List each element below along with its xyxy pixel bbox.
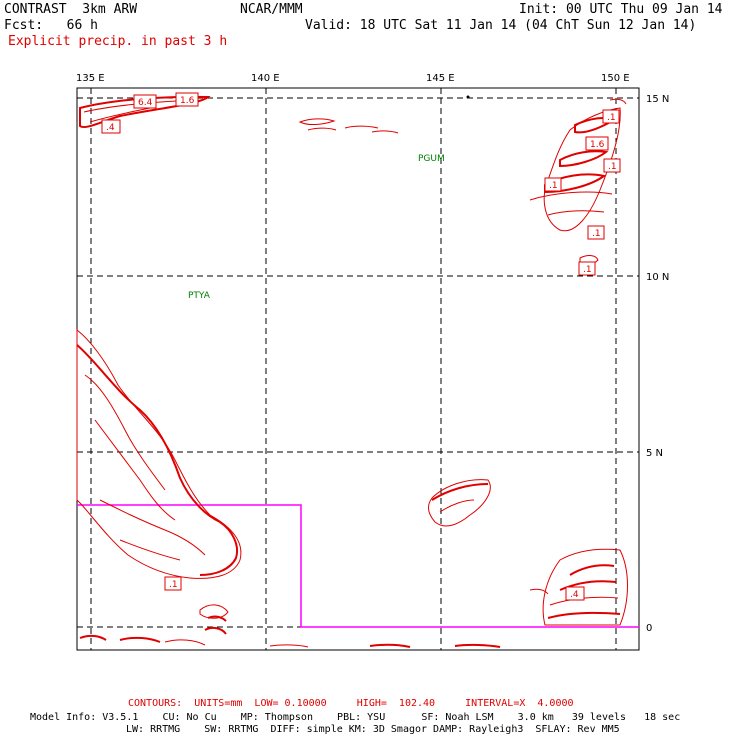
lat-label-15: 15 N <box>646 94 669 105</box>
lon-label-135: 135 E <box>76 73 105 84</box>
contour-label: .1 <box>603 158 621 173</box>
valid-time: Valid: 18 UTC Sat 11 Jan 14 (04 ChT Sun … <box>305 18 697 33</box>
station-ptya: PTYA <box>188 291 211 301</box>
svg-text:.1: .1 <box>169 580 178 590</box>
contour-label: .4 <box>565 586 585 601</box>
lat-label-10: 10 N <box>646 272 669 283</box>
domain-boundary <box>77 504 639 628</box>
svg-text:.1: .1 <box>592 229 601 239</box>
lat-label-0: 0 <box>646 623 652 634</box>
model-info-line-1: Model Info: V3.5.1 CU: No Cu MP: Thompso… <box>30 712 681 723</box>
lon-label-145: 145 E <box>426 73 455 84</box>
svg-text:.1: .1 <box>607 113 616 123</box>
contour-label: .1 <box>587 225 605 240</box>
station-pgum: PGUM <box>418 154 445 164</box>
contour-label: .1 <box>544 177 562 192</box>
svg-text:.4: .4 <box>570 590 579 600</box>
svg-text:6.4: 6.4 <box>138 98 153 108</box>
svg-text:.1: .1 <box>549 181 558 191</box>
forecast-hour: Fcst: 66 h <box>4 18 98 33</box>
contour-label: .1 <box>578 261 596 276</box>
init-time: Init: 00 UTC Thu 09 Jan 14 <box>519 2 723 17</box>
lon-label-150: 150 E <box>601 73 630 84</box>
lat-lon-grid <box>77 88 639 650</box>
map-frame <box>76 87 640 651</box>
svg-text:1.6: 1.6 <box>590 140 605 150</box>
svg-text:.1: .1 <box>608 162 617 172</box>
station-marker <box>466 95 470 99</box>
contour-info: CONTOURS: UNITS=mm LOW= 0.10000 HIGH= 10… <box>128 698 574 709</box>
lat-label-5: 5 N <box>646 448 663 459</box>
contour-label: .4 <box>101 119 121 134</box>
contour-labels: 6.4 1.6 .4 .1 1.6 .1 .1 .1 .1 .4 .1 <box>101 92 621 601</box>
svg-text:1.6: 1.6 <box>180 96 195 106</box>
field-title: Explicit precip. in past 3 h <box>8 34 228 49</box>
contour-label: .1 <box>164 576 182 591</box>
model-info-line-2: LW: RRTMG SW: RRTMG DIFF: simple KM: 3D … <box>126 724 620 735</box>
contour-label: 1.6 <box>175 92 199 107</box>
contour-label: 6.4 <box>133 94 157 109</box>
contour-label: 1.6 <box>585 136 609 151</box>
org-label: NCAR/MMM <box>240 2 303 17</box>
svg-text:.4: .4 <box>106 123 115 133</box>
model-title: CONTRAST 3km ARW <box>4 2 138 17</box>
lon-label-140: 140 E <box>251 73 280 84</box>
contour-label: .1 <box>602 109 620 124</box>
svg-text:.1: .1 <box>583 265 592 275</box>
